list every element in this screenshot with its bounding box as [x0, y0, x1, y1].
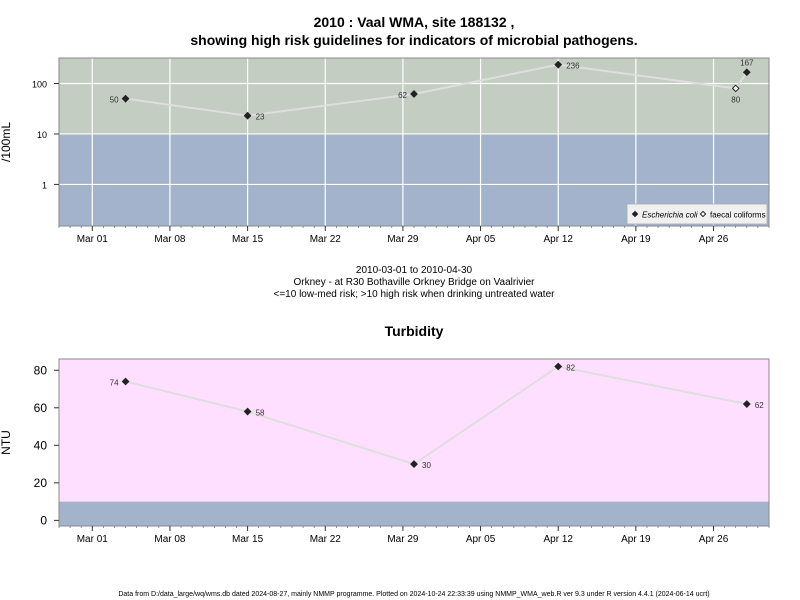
high-risk-band	[59, 359, 769, 502]
data-label: 50	[110, 96, 119, 105]
y-tick-label: 40	[34, 438, 48, 452]
data-point	[742, 68, 751, 77]
caption-site-location: Orkney - at R30 Bothaville Orkney Bridge…	[293, 277, 535, 288]
x-tick-label: Apr 05	[466, 234, 496, 245]
y-tick-label: 0	[40, 513, 47, 527]
data-label: 58	[256, 409, 265, 418]
main-title-line-2: showing high risk guidelines for indicat…	[190, 32, 637, 48]
legend-marker-faecal-coliforms	[699, 210, 707, 218]
legend-label-e-coli: Escherichia coli	[642, 211, 698, 220]
x-tick-label: Mar 22	[310, 234, 342, 245]
series-line	[125, 63, 748, 117]
y-axis-label: NTU	[0, 430, 13, 455]
footer-note: Data from D:/data_large/wq/wms.db dated …	[118, 591, 709, 598]
x-tick-label: Mar 22	[310, 534, 342, 545]
data-point	[243, 111, 252, 120]
x-tick-label: Apr 26	[699, 534, 729, 545]
data-label: 236	[566, 62, 580, 71]
x-tick-label: Mar 15	[232, 534, 264, 545]
x-tick-label: Mar 08	[154, 534, 186, 545]
low-risk-band	[59, 501, 769, 526]
data-label: 167	[740, 58, 754, 67]
y-axis-label: /100mL	[0, 122, 13, 162]
data-label: 23	[256, 113, 265, 122]
main-title-line-1: 2010 : Vaal WMA, site 188132 ,	[314, 14, 515, 30]
y-tick-label: 10	[37, 130, 47, 140]
x-tick-label: Apr 19	[621, 234, 651, 245]
legend-label-faecal-coliforms: faecal coliforms	[710, 211, 766, 220]
data-label: 62	[755, 401, 764, 410]
x-tick-label: Mar 01	[77, 234, 109, 245]
x-tick-label: Apr 12	[543, 534, 573, 545]
y-tick-label: 20	[34, 476, 48, 490]
data-label: 62	[398, 91, 407, 100]
data-label: 30	[422, 461, 431, 470]
microbial-chart-panel: Mar 01 Mar 08 Mar 15 Mar 22 Mar 29 Apr 05 Apr …	[0, 57, 770, 245]
y-tick-label: 60	[34, 401, 48, 415]
data-label: 82	[566, 364, 575, 373]
data-point	[243, 407, 252, 416]
data-label: 80	[731, 95, 740, 104]
data-point	[742, 400, 751, 408]
data-point	[121, 377, 130, 386]
data-label: 74	[110, 379, 119, 388]
turbidity-chart-panel: Mar 01 Mar 08 Mar 15 Mar 22 Mar 29 Apr 05 Apr …	[0, 358, 770, 545]
y-tick-label: 80	[34, 363, 48, 377]
data-point	[554, 60, 563, 69]
x-tick-label: Mar 01	[77, 534, 109, 545]
data-point	[554, 362, 563, 371]
x-tick-label: Apr 05	[466, 534, 496, 545]
y-tick-label: 100	[32, 79, 47, 89]
caption-date-range: 2010-03-01 to 2010-04-30	[356, 265, 473, 276]
x-tick-label: Mar 29	[387, 234, 419, 245]
legend-box	[626, 203, 768, 225]
faecal-coliform-point	[731, 84, 740, 93]
x-tick-label: Apr 12	[543, 234, 573, 245]
x-tick-label: Mar 15	[232, 234, 264, 245]
data-point	[410, 460, 418, 468]
x-tick-label: Mar 08	[154, 234, 186, 245]
caption-risk-guideline: <=10 low-med risk; >10 high risk when dr…	[274, 289, 556, 300]
x-tick-label: Mar 29	[387, 534, 419, 545]
data-point	[410, 90, 418, 98]
y-tick-label: 1	[42, 180, 47, 190]
legend-marker-e-coli	[631, 210, 639, 218]
data-point	[121, 94, 130, 103]
x-tick-label: Apr 26	[699, 234, 729, 245]
turbidity-title: Turbidity	[385, 323, 444, 339]
x-tick-label: Apr 19	[621, 534, 651, 545]
